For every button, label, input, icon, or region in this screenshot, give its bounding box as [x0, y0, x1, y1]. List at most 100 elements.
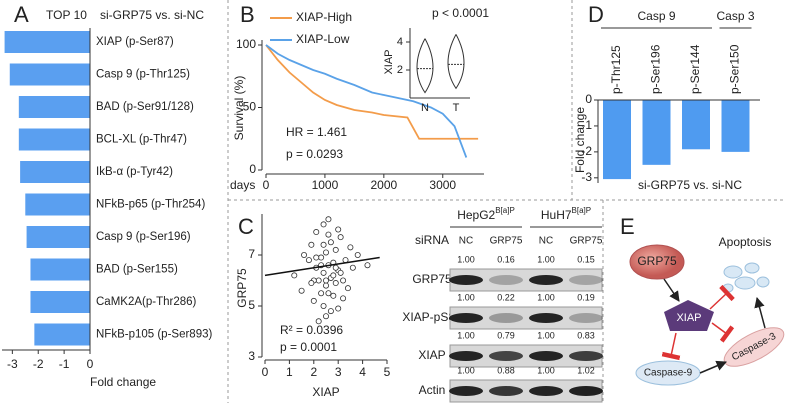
cell-line-sup: B[a]P	[572, 206, 592, 215]
category-label: p-Ser196	[649, 44, 663, 94]
point	[322, 277, 329, 284]
band	[569, 351, 603, 361]
band	[529, 313, 563, 323]
lane-label: NC	[539, 236, 553, 247]
panel-label: D	[588, 2, 604, 27]
y-tick-label: -1	[581, 118, 592, 132]
point	[301, 251, 308, 258]
survival-line	[265, 44, 468, 158]
arrow	[754, 296, 766, 329]
category-label: Casp 9 (p-Thr125)	[96, 69, 190, 81]
y-axis-label: XIAP	[383, 49, 395, 74]
pathway-diagram: Apoptosis GRP75 XIAP Caspase-9 Caspase-3	[629, 235, 785, 386]
node	[664, 300, 714, 331]
fit-line	[264, 256, 380, 277]
bar	[25, 193, 91, 216]
y-tick-label: -2	[581, 144, 592, 158]
band	[489, 351, 523, 361]
point	[322, 249, 329, 256]
annotation: p = 0.0001	[280, 340, 337, 354]
bar	[34, 323, 90, 346]
band	[569, 386, 603, 396]
point	[308, 241, 315, 248]
group-label: Casp 9	[637, 9, 675, 23]
violin	[447, 34, 465, 90]
chart-subtitle: si-GRP75 vs. si-NC	[100, 8, 204, 22]
x-tick-label: 3000	[429, 178, 456, 192]
x-tick-label: -3	[7, 357, 18, 371]
band	[489, 313, 523, 323]
point	[335, 305, 342, 312]
survival-line	[265, 44, 479, 140]
category-label: NFkB-p65 (p-Thr254)	[96, 199, 205, 211]
band-value: 0.83	[577, 330, 595, 340]
band-value: 0.79	[497, 330, 515, 340]
band-value: 1.00	[537, 365, 555, 375]
point	[325, 231, 332, 238]
chart-title: TOP 10	[46, 8, 87, 22]
annotation: p < 0.0001	[432, 6, 489, 20]
apoptotic-cells	[722, 262, 770, 293]
cell-line-name: HuH7	[541, 208, 572, 222]
band	[449, 386, 483, 396]
band	[529, 386, 563, 396]
row-label: siRNA	[415, 233, 449, 247]
point	[320, 302, 327, 309]
category-label: p-Ser144	[688, 44, 702, 94]
y-tick-label: 4	[397, 36, 403, 48]
node-label: XIAP	[676, 312, 701, 324]
point	[305, 257, 312, 264]
bar	[642, 100, 671, 165]
category-label: p-Ser150	[728, 44, 742, 94]
y-tick-label: 3	[248, 349, 255, 363]
band-value: 0.19	[577, 292, 595, 302]
point	[337, 269, 344, 276]
x-tick-label: 0	[87, 357, 94, 371]
y-tick-label: 0	[249, 162, 256, 176]
point	[364, 262, 371, 269]
inhibition	[661, 332, 681, 361]
x-tick-label: 2	[310, 365, 317, 379]
y-axis-label: Survival (%)	[232, 76, 246, 141]
inhibition	[711, 322, 735, 343]
point	[327, 308, 334, 315]
point	[337, 234, 344, 241]
panel-label: A	[14, 2, 29, 27]
point	[335, 226, 342, 233]
cell-line-label: HuH7B[a]P	[541, 206, 591, 222]
annotation: R² = 0.0396	[280, 323, 343, 337]
point	[320, 269, 327, 276]
group-label: Casp 3	[716, 9, 754, 23]
bar	[603, 100, 631, 180]
category-label: CaMK2A(p-Thr286)	[96, 296, 197, 308]
band-value: 1.00	[537, 254, 555, 264]
x-tick-label: 2000	[370, 178, 397, 192]
y-axis-label: Fold change	[573, 107, 587, 173]
point	[310, 297, 317, 304]
category-label: BAD (p-Ser155)	[96, 264, 178, 276]
violin	[416, 38, 434, 94]
point	[322, 282, 329, 289]
band	[449, 313, 483, 323]
arrow	[699, 360, 727, 374]
point	[315, 277, 322, 284]
point	[347, 244, 354, 251]
category-label: IkB-α (p-Tyr42)	[96, 166, 173, 178]
inhibition	[709, 284, 735, 310]
band	[449, 275, 483, 285]
point	[313, 229, 320, 236]
legend-label: XIAP-Low	[296, 32, 350, 46]
point	[308, 280, 315, 287]
band	[569, 313, 603, 323]
panel-label: C	[238, 214, 254, 239]
lane-label: GRP75	[490, 236, 523, 247]
point	[322, 313, 329, 320]
band-value: 1.00	[457, 292, 475, 302]
x-axis-label: XIAP	[312, 385, 339, 399]
y-tick-label: -3	[581, 170, 592, 184]
point	[320, 241, 327, 248]
bar	[4, 31, 91, 53]
bar	[30, 258, 90, 281]
annotation: HR = 1.461	[286, 125, 347, 139]
